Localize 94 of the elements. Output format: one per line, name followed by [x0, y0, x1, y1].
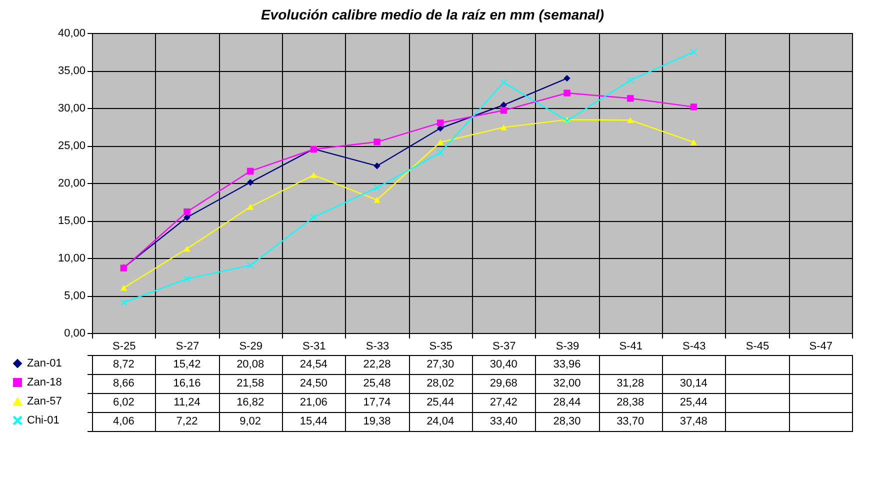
x-tick-label: S-33: [366, 340, 390, 352]
data-label: 29,68: [490, 378, 518, 390]
point: [374, 138, 380, 146]
data-label: 8,66: [112, 378, 134, 390]
point: [564, 74, 570, 82]
data-label: 8,72: [112, 358, 134, 370]
data-label: 25,44: [426, 396, 454, 408]
data-label: 6,02: [112, 396, 134, 408]
point: [690, 139, 698, 146]
x-tick-label: S-47: [809, 340, 832, 352]
data-label: 16,82: [236, 396, 264, 408]
y-tick-label: 30,00: [58, 102, 86, 114]
x-tick-label: S-41: [619, 340, 642, 352]
point: [690, 48, 698, 56]
point: [120, 284, 128, 291]
point: [120, 299, 128, 306]
point: [184, 208, 190, 216]
y-tick-label: 5,00: [64, 290, 86, 302]
point: [246, 204, 254, 210]
legend-label: Zan-01: [27, 358, 62, 370]
point: [500, 79, 508, 86]
data-label: 21,58: [236, 378, 264, 390]
data-label: 30,40: [490, 358, 518, 370]
point: [310, 214, 318, 221]
point: [374, 162, 380, 170]
data-label: 32,00: [553, 378, 581, 390]
x-tick-label: S-31: [302, 340, 326, 352]
point: [374, 197, 380, 203]
point: [436, 149, 444, 156]
point: [246, 262, 254, 269]
x-tick-label: S-25: [112, 340, 136, 352]
data-label: 7,22: [176, 416, 198, 428]
data-label: 19,38: [363, 416, 391, 428]
x-tick-label: S-45: [746, 340, 770, 352]
y-tick-label: 0,00: [64, 328, 86, 340]
data-label: 27,42: [490, 396, 518, 408]
data-label: 28,38: [616, 396, 644, 408]
y-tick-label: 15,00: [58, 215, 86, 227]
data-label: 24,04: [426, 416, 454, 428]
x-tick-label: S-35: [429, 340, 452, 352]
legend-label: Chi-01: [27, 414, 60, 426]
legend-label: Zan-18: [27, 376, 62, 388]
data-label: 33,40: [490, 416, 518, 428]
point: [184, 246, 190, 252]
data-label: 33,70: [616, 416, 644, 428]
point: [626, 95, 634, 102]
point: [500, 107, 508, 114]
point: [564, 90, 570, 96]
x-tick-label: S-43: [682, 340, 706, 352]
data-label: 24,54: [300, 358, 328, 370]
y-tick-label: 25,00: [58, 140, 86, 152]
y-tick-label: 20,00: [58, 178, 86, 190]
point: [500, 124, 508, 130]
data-label: 28,30: [553, 416, 581, 428]
data-label: 21,06: [300, 396, 328, 408]
x-tick-label: S-37: [492, 340, 516, 352]
data-label: 24,50: [300, 378, 328, 390]
point: [626, 117, 634, 124]
data-label: 33,96: [553, 358, 581, 370]
point: [500, 102, 508, 108]
data-label: 31,28: [616, 378, 644, 390]
data-label: 15,42: [173, 358, 201, 370]
y-tick-label: 40,00: [58, 28, 86, 40]
x-tick-label: S-27: [176, 340, 200, 352]
point: [626, 76, 634, 84]
point: [246, 179, 254, 186]
point: [310, 172, 318, 178]
data-label: 9,02: [240, 416, 262, 428]
point: [690, 104, 698, 110]
data-label: 16,16: [173, 378, 201, 390]
data-label: 22,28: [363, 358, 391, 370]
point: [436, 139, 444, 146]
x-tick-label: S-39: [556, 340, 580, 352]
data-label: 15,44: [300, 416, 328, 428]
data-label: 27,30: [426, 358, 454, 370]
data-label: 11,24: [174, 396, 200, 408]
data-label: 28,02: [426, 378, 454, 390]
y-tick-label: 35,00: [58, 65, 86, 77]
data-label: 30,14: [680, 378, 708, 390]
data-label: 20,08: [236, 358, 264, 370]
data-label: 17,74: [363, 396, 391, 408]
chart-title: Evolución calibre medio de la raíz en mm (semanal): [260, 6, 604, 22]
data-label: 25,48: [363, 378, 391, 390]
point: [184, 275, 190, 282]
point: [246, 168, 254, 175]
data-label: 28,44: [553, 396, 581, 408]
y-tick-label: 10,00: [58, 252, 86, 264]
legend-label: Zan-57: [27, 396, 62, 408]
data-label: 4,06: [112, 416, 134, 428]
point: [374, 184, 380, 192]
data-label: 25,44: [680, 396, 708, 408]
data-label: 37,48: [680, 416, 708, 428]
x-tick-label: S-29: [239, 340, 262, 352]
point: [436, 119, 444, 126]
